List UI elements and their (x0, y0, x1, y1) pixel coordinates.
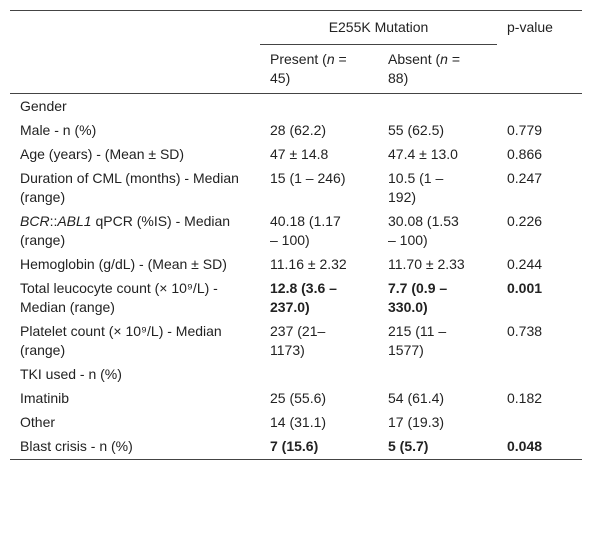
header-row: Present (n = 45) Absent (n = 88) (10, 45, 582, 94)
column-header: Absent (n = 88) (378, 45, 497, 94)
table-row: Total leucocyte count (× 10⁹/L) - Median… (10, 277, 582, 320)
table-cell: 55 (62.5) (388, 122, 445, 138)
table-cell: 0.048 (507, 438, 543, 454)
table-cell: 54 (61.4) (388, 390, 445, 406)
row-label: Imatinib (10, 387, 260, 411)
table-cell: 28 (62.2) (270, 122, 327, 138)
table-row: Age (years) - (Mean ± SD) 47 ± 14.8 47.4 ±… (10, 143, 582, 167)
row-label: TKI used - n (%) (10, 363, 260, 387)
text-segment: BCR (20, 213, 50, 229)
row-label: Duration of CML (months) - Median (range… (10, 167, 260, 210)
table-cell: 0.244 (507, 256, 543, 272)
empty-cell (497, 363, 582, 387)
table-cell: 25 (55.6) (270, 390, 327, 406)
text-segment: Total leucocyte count (× 10⁹/L) - Median… (20, 280, 218, 315)
text-segment: Imatinib (20, 390, 70, 406)
table-cell: 0.247 (507, 170, 543, 186)
column-header: Present (n = 45) (260, 45, 378, 94)
table-cell: 14 (31.1) (270, 414, 327, 430)
table-cell: 215 (11 – 1577) (388, 323, 447, 358)
table-cell: 47 ± 14.8 (270, 146, 329, 162)
table-cell: 7.7 (0.9 – 330.0) (388, 280, 448, 315)
table-cell: 0.226 (507, 213, 543, 229)
text-segment: Duration of CML (months) - Median (range… (20, 170, 239, 205)
text-segment: Present ( (270, 51, 327, 67)
table-cell: 47.4 ± 13.0 (388, 146, 458, 162)
table-cell: 0.738 (507, 323, 543, 339)
empty-cell (378, 94, 497, 119)
empty-cell (260, 363, 378, 387)
table-row: BCR::ABL1 qPCR (%IS) - Median (range) 40.… (10, 210, 582, 253)
table-cell: 40.18 (1.17 – 100) (270, 213, 341, 248)
table-cell: 0.182 (507, 390, 543, 406)
text-segment: = 45) (270, 51, 347, 86)
table-row: Imatinib 25 (55.6) 54 (61.4) 0.182 (10, 387, 582, 411)
text-segment: qPCR (%IS) - Median (range) (20, 213, 231, 248)
table-cell: 0.866 (507, 146, 543, 162)
table-row: TKI used - n (%) (10, 363, 582, 387)
table-cell: 5 (5.7) (388, 438, 429, 454)
table-row: Duration of CML (months) - Median (range… (10, 167, 582, 210)
text-segment: n (326, 51, 335, 67)
text-segment: Age (years) - (Mean ± SD) (20, 146, 185, 162)
text-segment: Blast crisis - n (%) (20, 438, 133, 454)
header-cell (10, 11, 260, 94)
text-segment: Hemoglobin (g/dL) - (Mean ± SD) (20, 256, 227, 272)
text-segment: Gender (20, 98, 67, 114)
text-segment: Platelet count (× 10⁹/L) - Median (range… (20, 323, 222, 358)
row-label: Other (10, 411, 260, 435)
text-segment: Absent ( (388, 51, 441, 67)
empty-cell (497, 94, 582, 119)
row-label: Total leucocyte count (× 10⁹/L) - Median… (10, 277, 260, 320)
text-segment: = 88) (388, 51, 461, 86)
data-table: E255K Mutation p-value Present (n = 45) A… (10, 10, 582, 460)
group-header: E255K Mutation (260, 10, 497, 45)
pvalue-header: p-value (507, 19, 553, 35)
table-row: Male - n (%) 28 (62.2) 55 (62.5) 0.779 (10, 119, 582, 143)
row-label: Male - n (%) (10, 119, 260, 143)
empty-cell (378, 363, 497, 387)
row-label: Blast crisis - n (%) (10, 435, 260, 460)
table-cell: 17 (19.3) (388, 414, 445, 430)
table-cell: 12.8 (3.6 – 237.0) (270, 280, 337, 315)
table-cell: 11.16 ± 2.32 (270, 256, 347, 272)
table-row: Blast crisis - n (%) 7 (15.6) 5 (5.7) 0.048 (10, 435, 582, 460)
table-cell: 0.001 (507, 280, 543, 296)
row-label: Age (years) - (Mean ± SD) (10, 143, 260, 167)
text-segment: :: (49, 213, 58, 229)
table-row: Platelet count (× 10⁹/L) - Median (range… (10, 320, 582, 363)
row-label: Platelet count (× 10⁹/L) - Median (range… (10, 320, 260, 363)
text-segment: ABL1 (57, 213, 92, 229)
table-cell: 7 (15.6) (270, 438, 319, 454)
table-body: Gender Male - n (%) 28 (62.2) 55 (62.5) 0.77… (10, 94, 582, 460)
header-row: E255K Mutation p-value (10, 10, 582, 45)
table-row: Other 14 (31.1) 17 (19.3) (10, 411, 582, 435)
table-row: Gender (10, 94, 582, 119)
table-cell: 15 (1 – 246) (270, 170, 346, 186)
table-cell: 0.779 (507, 122, 543, 138)
text-segment: Male - n (%) (20, 122, 97, 138)
row-label: BCR::ABL1 qPCR (%IS) - Median (range) (10, 210, 260, 253)
table-cell: 11.70 ± 2.33 (388, 256, 465, 272)
table-cell: 237 (21– 1173) (270, 323, 326, 358)
table-cell: 10.5 (1 – 192) (388, 170, 444, 205)
table-row: Hemoglobin (g/dL) - (Mean ± SD) 11.16 ± 2… (10, 253, 582, 277)
empty-cell (497, 411, 582, 435)
text-segment: Other (20, 414, 56, 430)
text-segment: n (440, 51, 448, 67)
row-label: Gender (10, 94, 260, 119)
empty-cell (260, 94, 378, 119)
table-cell: 30.08 (1.53 – 100) (388, 213, 459, 248)
text-segment: TKI used - n (%) (20, 366, 122, 382)
row-label: Hemoglobin (g/dL) - (Mean ± SD) (10, 253, 260, 277)
